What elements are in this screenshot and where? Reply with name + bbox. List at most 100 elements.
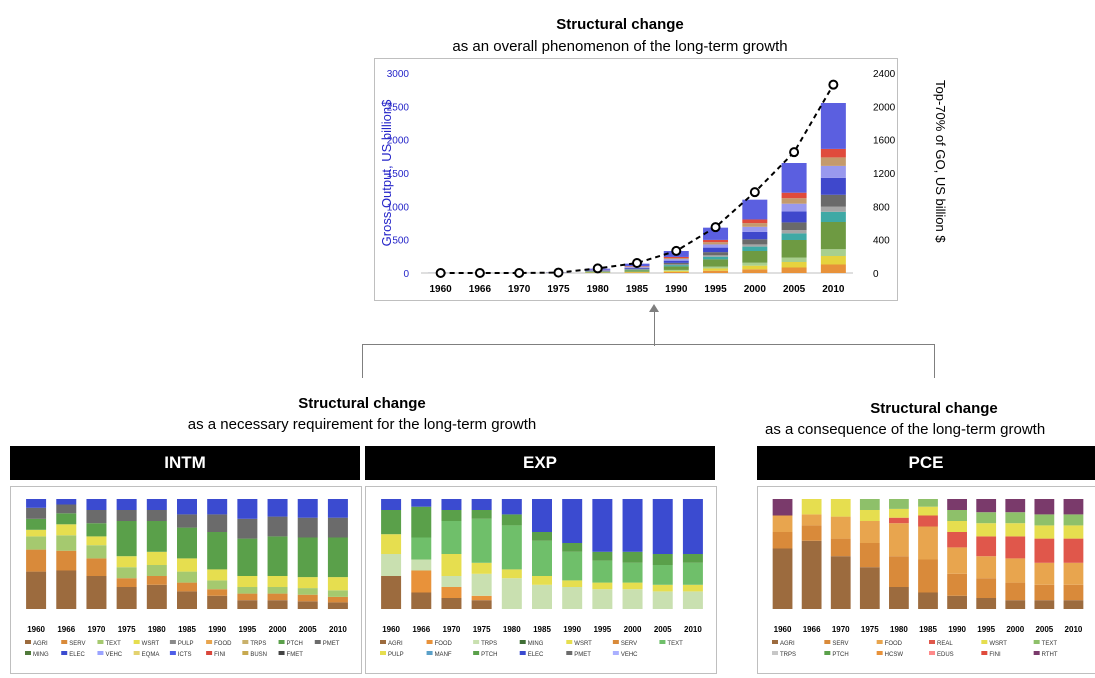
pce-header: PCE bbox=[757, 446, 1095, 480]
legend-swatch bbox=[877, 651, 883, 655]
legend-label: VEHC bbox=[621, 652, 638, 658]
bar-segment bbox=[26, 572, 46, 609]
bar-segment bbox=[703, 242, 728, 244]
bar-segment bbox=[703, 257, 728, 260]
bar-segment bbox=[207, 589, 227, 596]
bar-segment bbox=[56, 524, 76, 535]
bar-segment bbox=[237, 600, 257, 609]
bar-segment bbox=[298, 499, 318, 518]
legend-label: FINI bbox=[214, 652, 226, 658]
bar-segment bbox=[207, 569, 227, 580]
legend-swatch bbox=[380, 651, 386, 655]
y-axis-label: Gross Output, US billion$ bbox=[379, 99, 394, 246]
bar-segment bbox=[742, 251, 767, 263]
connector-horizontal bbox=[362, 344, 935, 345]
legend-label: MING bbox=[33, 652, 49, 658]
bar-segment bbox=[328, 602, 348, 609]
legend-label: REAL bbox=[937, 641, 953, 647]
line-point bbox=[751, 188, 759, 196]
legend-label: TEXT bbox=[105, 641, 121, 647]
x-tick-label: 1990 bbox=[665, 284, 688, 295]
bar-segment bbox=[782, 230, 807, 233]
bar-segment bbox=[742, 223, 767, 227]
legend-label: FOOD bbox=[435, 641, 453, 647]
bar-segment bbox=[664, 258, 689, 259]
line-point bbox=[672, 247, 680, 255]
bar-segment bbox=[381, 576, 401, 609]
legend-swatch bbox=[520, 651, 526, 655]
bar-segment bbox=[976, 556, 996, 578]
bar-segment bbox=[298, 577, 318, 588]
legend-swatch bbox=[613, 640, 619, 644]
bar-segment bbox=[625, 270, 650, 271]
legend-label: FMET bbox=[287, 652, 304, 658]
bar-segment bbox=[623, 499, 643, 552]
legend-swatch bbox=[25, 651, 31, 655]
bar-segment bbox=[1005, 499, 1025, 512]
bar-segment bbox=[147, 552, 167, 565]
x-tick-label: 1975 bbox=[547, 284, 570, 295]
bar-segment bbox=[328, 577, 348, 590]
bar-segment bbox=[1064, 514, 1084, 525]
bar-segment bbox=[742, 266, 767, 270]
legend-swatch bbox=[25, 640, 31, 644]
x-tick-label: 1975 bbox=[118, 625, 136, 634]
bar-segment bbox=[889, 587, 909, 609]
bar-segment bbox=[821, 195, 846, 207]
bar-segment bbox=[1034, 563, 1054, 585]
bar-segment bbox=[592, 499, 612, 552]
legend-label: PMET bbox=[323, 641, 340, 647]
bar-segment bbox=[947, 499, 967, 510]
bar-segment bbox=[623, 563, 643, 583]
bar-segment bbox=[821, 249, 846, 256]
bar-segment bbox=[147, 576, 167, 585]
bar-segment bbox=[703, 268, 728, 270]
bar-segment bbox=[653, 499, 673, 554]
bar-segment bbox=[381, 554, 401, 576]
bar-segment bbox=[177, 558, 197, 571]
legend-swatch bbox=[566, 651, 572, 655]
legend-swatch bbox=[170, 651, 176, 655]
legend-swatch bbox=[981, 651, 987, 655]
bar-segment bbox=[703, 252, 728, 255]
bar-segment bbox=[298, 518, 318, 538]
legend-swatch bbox=[772, 640, 778, 644]
bar-segment bbox=[683, 563, 703, 585]
bar-segment bbox=[831, 517, 851, 539]
legend-label: PTCH bbox=[481, 652, 497, 658]
x-tick-label: 2000 bbox=[269, 625, 287, 634]
bar-segment bbox=[947, 532, 967, 547]
bar-segment bbox=[1034, 585, 1054, 600]
legend-swatch bbox=[877, 640, 883, 644]
legend-label: VEHC bbox=[105, 652, 122, 658]
legend-swatch bbox=[1034, 651, 1040, 655]
x-tick-label: 2000 bbox=[1006, 625, 1024, 634]
bar-segment bbox=[411, 571, 431, 593]
x-tick-label: 2005 bbox=[783, 284, 806, 295]
left-section-subtitle: as a necessary requirement for the long-… bbox=[122, 416, 602, 433]
legend-swatch bbox=[61, 651, 67, 655]
bar-segment bbox=[86, 536, 106, 545]
x-tick-label: 1995 bbox=[238, 625, 256, 634]
bar-segment bbox=[298, 601, 318, 609]
bar-segment bbox=[472, 510, 492, 519]
x-tick-label: 1960 bbox=[27, 625, 45, 634]
bar-segment bbox=[683, 554, 703, 563]
legend-label: BUSN bbox=[250, 652, 267, 658]
bar-segment bbox=[782, 163, 807, 193]
line-point bbox=[476, 269, 484, 277]
bar-segment bbox=[918, 507, 938, 516]
bar-segment bbox=[502, 499, 522, 514]
connector-arrow-icon bbox=[649, 304, 659, 312]
x-tick-label: 1960 bbox=[382, 625, 400, 634]
bar-segment bbox=[441, 576, 461, 587]
legend-label: PTCH bbox=[287, 641, 303, 647]
bar-segment bbox=[1005, 558, 1025, 582]
bar-segment bbox=[664, 264, 689, 265]
legend-label: TRPS bbox=[780, 652, 796, 658]
bar-segment bbox=[56, 499, 76, 505]
legend-label: SERV bbox=[69, 641, 85, 647]
bar-segment bbox=[1064, 525, 1084, 538]
bar-segment bbox=[802, 525, 822, 540]
